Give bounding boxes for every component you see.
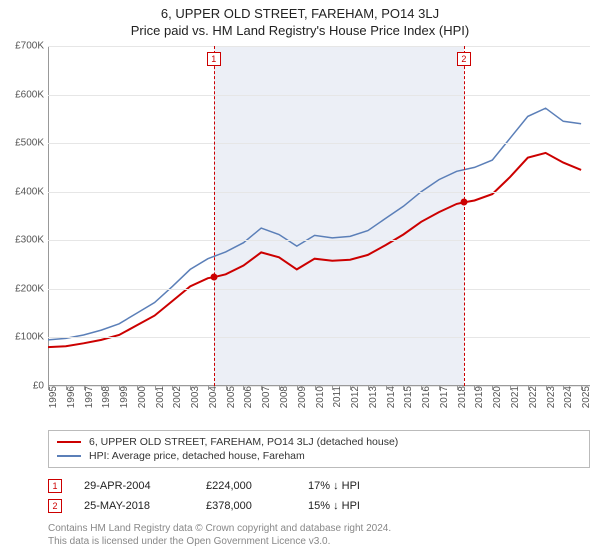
x-tick-label: 2022 — [524, 386, 539, 408]
y-tick-label: £200K — [15, 283, 48, 294]
sale-diff: 17% ↓ HPI — [308, 480, 408, 492]
y-gridline — [48, 95, 590, 96]
sale-dot — [210, 274, 217, 281]
sale-price: £224,000 — [206, 480, 286, 492]
x-tick-label: 2018 — [453, 386, 468, 408]
x-tick-label: 2007 — [257, 386, 272, 408]
x-tick-label: 2010 — [311, 386, 326, 408]
credits-line-1: Contains HM Land Registry data © Crown c… — [48, 522, 590, 535]
sale-row: 1 29-APR-2004 £224,000 17% ↓ HPI — [48, 476, 590, 496]
sale-vline — [214, 46, 215, 386]
x-tick-label: 2024 — [559, 386, 574, 408]
x-tick-label: 1999 — [115, 386, 130, 408]
x-tick-label: 1998 — [97, 386, 112, 408]
x-tick-label: 2006 — [239, 386, 254, 408]
y-tick-label: £300K — [15, 235, 48, 246]
legend-label: HPI: Average price, detached house, Fare… — [89, 450, 305, 462]
sale-vline — [464, 46, 465, 386]
plot-area: £0£100K£200K£300K£400K£500K£600K£700K199… — [48, 46, 590, 386]
x-tick-label: 2014 — [382, 386, 397, 408]
x-tick-label: 1996 — [62, 386, 77, 408]
sale-date: 25-MAY-2018 — [84, 500, 184, 512]
sale-dot — [460, 199, 467, 206]
sale-diff: 15% ↓ HPI — [308, 500, 408, 512]
y-tick-label: £500K — [15, 138, 48, 149]
x-tick-label: 2017 — [435, 386, 450, 408]
y-tick-label: £600K — [15, 89, 48, 100]
x-tick-label: 2009 — [293, 386, 308, 408]
x-tick-label: 2019 — [470, 386, 485, 408]
y-gridline — [48, 289, 590, 290]
y-tick-label: £700K — [15, 41, 48, 52]
y-gridline — [48, 240, 590, 241]
y-gridline — [48, 46, 590, 47]
x-tick-label: 2001 — [151, 386, 166, 408]
legend-label: 6, UPPER OLD STREET, FAREHAM, PO14 3LJ (… — [89, 436, 398, 448]
legend-swatch — [57, 441, 81, 443]
x-tick-label: 2004 — [204, 386, 219, 408]
title-line-2: Price paid vs. HM Land Registry's House … — [0, 23, 600, 38]
credits: Contains HM Land Registry data © Crown c… — [48, 522, 590, 548]
sale-row-marker: 2 — [48, 499, 62, 513]
x-tick-label: 1995 — [44, 386, 59, 408]
sales-table: 1 29-APR-2004 £224,000 17% ↓ HPI 2 25-MAY-201… — [48, 476, 590, 516]
y-tick-label: £100K — [15, 332, 48, 343]
x-tick-label: 2023 — [542, 386, 557, 408]
sale-row: 2 25-MAY-2018 £378,000 15% ↓ HPI — [48, 496, 590, 516]
sale-marker: 2 — [457, 52, 471, 66]
credits-line-2: This data is licensed under the Open Gov… — [48, 535, 590, 548]
sale-price: £378,000 — [206, 500, 286, 512]
x-tick-label: 2013 — [364, 386, 379, 408]
legend-item: 6, UPPER OLD STREET, FAREHAM, PO14 3LJ (… — [57, 435, 581, 449]
x-tick-label: 2015 — [399, 386, 414, 408]
x-tick-label: 2011 — [328, 386, 343, 408]
x-tick-label: 1997 — [80, 386, 95, 408]
title-line-1: 6, UPPER OLD STREET, FAREHAM, PO14 3LJ — [0, 6, 600, 21]
x-tick-label: 2003 — [186, 386, 201, 408]
x-tick-label: 2002 — [168, 386, 183, 408]
legend-swatch — [57, 455, 81, 457]
y-gridline — [48, 143, 590, 144]
x-tick-label: 2025 — [577, 386, 592, 408]
x-tick-label: 2016 — [417, 386, 432, 408]
sale-row-marker: 1 — [48, 479, 62, 493]
title-block: 6, UPPER OLD STREET, FAREHAM, PO14 3LJ P… — [0, 0, 600, 40]
y-gridline — [48, 337, 590, 338]
sale-date: 29-APR-2004 — [84, 480, 184, 492]
chart-container: 6, UPPER OLD STREET, FAREHAM, PO14 3LJ P… — [0, 0, 600, 548]
x-tick-label: 2008 — [275, 386, 290, 408]
sale-marker: 1 — [207, 52, 221, 66]
legend-item: HPI: Average price, detached house, Fare… — [57, 449, 581, 463]
x-tick-label: 2005 — [222, 386, 237, 408]
x-tick-label: 2000 — [133, 386, 148, 408]
y-tick-label: £400K — [15, 186, 48, 197]
y-gridline — [48, 192, 590, 193]
line-layer — [48, 46, 590, 386]
x-tick-label: 2012 — [346, 386, 361, 408]
x-tick-label: 2020 — [488, 386, 503, 408]
x-tick-label: 2021 — [506, 386, 521, 408]
legend: 6, UPPER OLD STREET, FAREHAM, PO14 3LJ (… — [48, 430, 590, 468]
